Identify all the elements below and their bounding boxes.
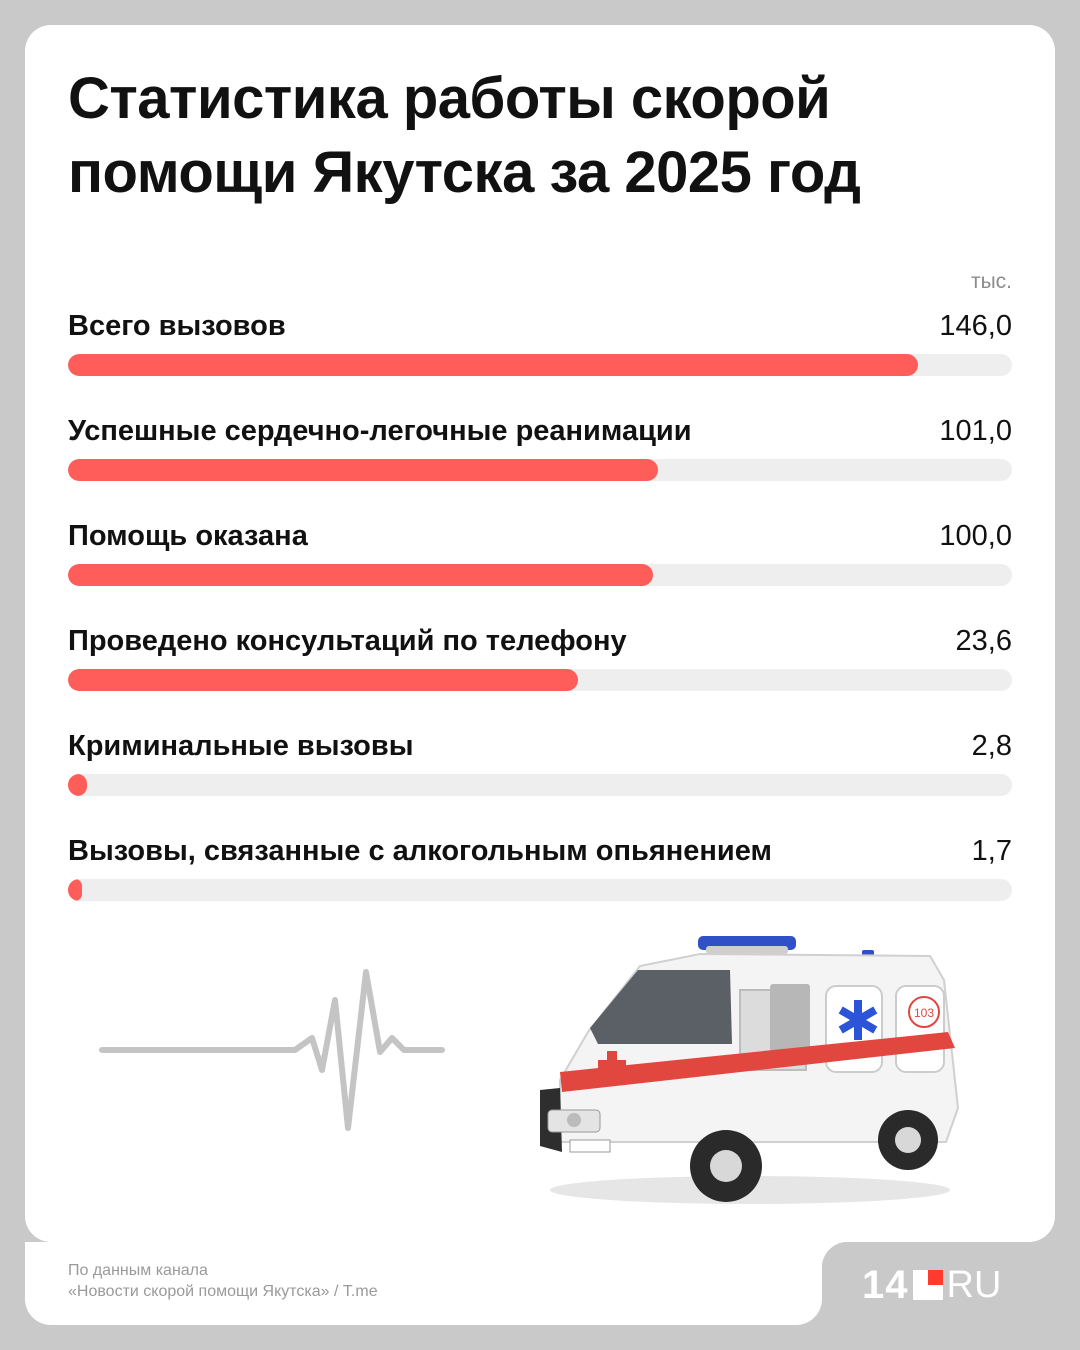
bar-row: Вызовы, связанные с алкогольным опьянени… [68, 825, 1012, 930]
bar-label: Успешные сердечно-легочные реанимации [68, 415, 692, 447]
bar [68, 669, 578, 691]
bar-track [68, 879, 1012, 901]
logo-square-icon [912, 1270, 943, 1300]
bar-track [68, 669, 1012, 691]
source-note: По данным канала «Новости скорой помощи … [68, 1260, 378, 1302]
bar-value-label: 1,7 [971, 835, 1012, 867]
bar-value-label: 2,8 [971, 730, 1012, 762]
heartbeat-line-icon [99, 969, 445, 1131]
bar-row: Помощь оказана 100,0 [68, 510, 1012, 615]
bar-row: Проведено консультаций по телефону 23,6 [68, 615, 1012, 720]
source-line-1: По данным канала [68, 1262, 208, 1279]
ambulance-number: 103 [914, 1006, 934, 1020]
footer-panel [25, 1242, 848, 1325]
bar-track [68, 459, 1012, 481]
bar-track [68, 354, 1012, 376]
bar-track [68, 564, 1012, 586]
bar [68, 774, 87, 796]
brand-logo: 14 RU [862, 1262, 1002, 1307]
bar-label: Вызовы, связанные с алкогольным опьянени… [68, 835, 772, 867]
page-title: Статистика работы скорой помощи Якутска … [68, 66, 861, 205]
bar-value-label: 146,0 [939, 310, 1012, 342]
bar-row: Всего вызовов 146,0 [68, 300, 1012, 405]
bar-value-label: 23,6 [955, 625, 1012, 657]
logo-number: 14 [862, 1262, 909, 1307]
logo-suffix: RU [946, 1263, 1002, 1306]
ambulance-van-icon: 103 [540, 936, 960, 1204]
bar-label: Проведено консультаций по телефону [68, 625, 627, 657]
bar [68, 879, 83, 901]
bar-row: Успешные сердечно-легочные реанимации 101… [68, 405, 1012, 510]
bar-label: Всего вызовов [68, 310, 286, 342]
bar-value-label: 100,0 [939, 520, 1012, 552]
bar-chart: Всего вызовов 146,0 Успешные сердечно-лего… [68, 300, 1012, 930]
bar-label: Помощь оказана [68, 520, 308, 552]
bar-row: Криминальные вызовы 2,8 [68, 720, 1012, 825]
bar-track [68, 774, 1012, 796]
bar [68, 459, 658, 481]
illustration: 103 [99, 936, 960, 1204]
bar-value-label: 101,0 [939, 415, 1012, 447]
unit-label: тыс. [970, 270, 1012, 293]
source-line-2: «Новости скорой помощи Якутска» / T.me [68, 1283, 378, 1300]
bar [68, 354, 918, 376]
bar [68, 564, 654, 586]
bar-label: Криминальные вызовы [68, 730, 414, 762]
